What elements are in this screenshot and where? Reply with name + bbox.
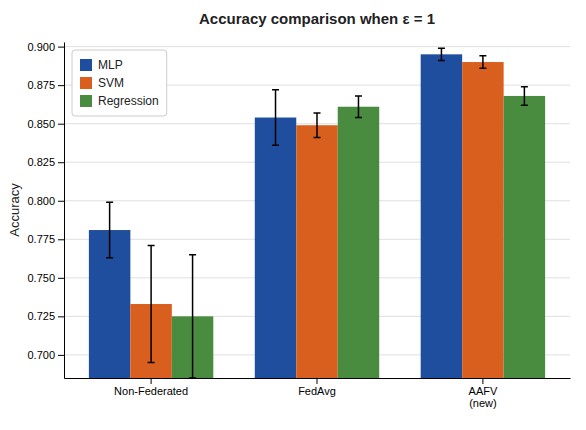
bar	[462, 62, 503, 378]
grid-line	[64, 46, 570, 47]
x-tick-label: Non-Federated	[114, 385, 188, 397]
y-tick: 0.775	[27, 233, 64, 245]
legend-item: MLP	[80, 58, 123, 72]
y-tick-label: 0.875	[27, 79, 55, 91]
error-bar	[189, 255, 196, 378]
y-axis-title: Accuracy	[7, 183, 22, 237]
y-tick-label: 0.850	[27, 118, 55, 130]
y-tick-mark	[58, 47, 64, 48]
y-tick-label: 0.725	[27, 310, 55, 322]
x-tick: AAFV(new)	[469, 378, 498, 409]
y-tick-mark	[58, 239, 64, 240]
bar	[296, 125, 337, 378]
legend-label: SVM	[98, 76, 124, 90]
bar	[504, 96, 545, 378]
x-tick-label: AAFV(new)	[469, 385, 498, 410]
error-bar	[314, 113, 321, 138]
x-tick-mark	[317, 378, 318, 384]
y-tick-mark	[58, 162, 64, 163]
legend-item: SVM	[80, 76, 124, 90]
error-bar	[272, 90, 279, 145]
bar	[338, 107, 379, 378]
x-tick-label-line: Non-Federated	[114, 385, 188, 397]
y-tick-label: 0.900	[27, 41, 55, 53]
y-axis: 0.700 0.725 0.750 0.775 0.800 0.825 0.850 0.875…	[27, 41, 64, 379]
y-tick-label: 0.775	[27, 233, 55, 245]
plot: 0.700 0.725 0.750 0.775 0.800 0.825 0.850 0.875…	[27, 41, 570, 410]
legend: MLP SVM Regression	[72, 50, 167, 116]
legend-item: Regression	[80, 94, 159, 108]
y-tick-mark	[58, 201, 64, 202]
legend-swatch	[80, 95, 92, 107]
y-tick-mark	[58, 124, 64, 125]
y-tick-mark	[58, 316, 64, 317]
chart: 0.700 0.725 0.750 0.775 0.800 0.825 0.850 0.875…	[0, 0, 586, 430]
bar-series	[89, 48, 462, 378]
legend-box	[72, 50, 167, 116]
x-axis: Non-Federated FedAvg AAFV(new)	[65, 378, 571, 409]
error-bar	[106, 202, 113, 257]
error-bar	[148, 245, 155, 362]
y-tick: 0.700	[27, 349, 64, 361]
y-axis-line	[64, 43, 65, 379]
y-tick: 0.900	[27, 41, 64, 53]
y-tick-mark	[58, 278, 64, 279]
bar	[255, 118, 296, 378]
bar-series	[172, 87, 545, 378]
y-tick: 0.800	[27, 195, 64, 207]
bar	[421, 54, 462, 378]
y-tick: 0.875	[27, 79, 64, 91]
error-bar	[355, 96, 362, 118]
legend-label: MLP	[98, 58, 123, 72]
legend-swatch	[80, 59, 92, 71]
x-tick-label: FedAvg	[298, 385, 336, 397]
x-tick: FedAvg	[298, 378, 336, 397]
error-bar	[521, 87, 528, 105]
y-tick: 0.725	[27, 310, 64, 322]
bar-series	[130, 56, 503, 378]
y-tick-label: 0.800	[27, 195, 55, 207]
y-tick-label: 0.700	[27, 349, 55, 361]
x-tick-mark	[482, 378, 483, 384]
x-tick-mark	[151, 378, 152, 384]
x-tick: Non-Federated	[114, 378, 188, 397]
x-tick-label-line: AAFV	[469, 385, 498, 397]
y-tick: 0.825	[27, 156, 64, 168]
error-bar	[438, 48, 445, 60]
legend-label: Regression	[98, 94, 159, 108]
title: Accuracy comparison when ε = 1	[199, 10, 435, 27]
y-tick: 0.750	[27, 272, 64, 284]
x-tick-label-line: (new)	[469, 397, 497, 409]
x-tick-label-line: FedAvg	[298, 385, 336, 397]
marks	[89, 48, 545, 378]
y-tick-label: 0.825	[27, 156, 55, 168]
legend-swatch	[80, 77, 92, 89]
error-bar	[479, 56, 486, 68]
y-tick-mark	[58, 85, 64, 86]
y-tick-label: 0.750	[27, 272, 55, 284]
y-tick-mark	[58, 355, 64, 356]
y-tick: 0.850	[27, 118, 64, 130]
